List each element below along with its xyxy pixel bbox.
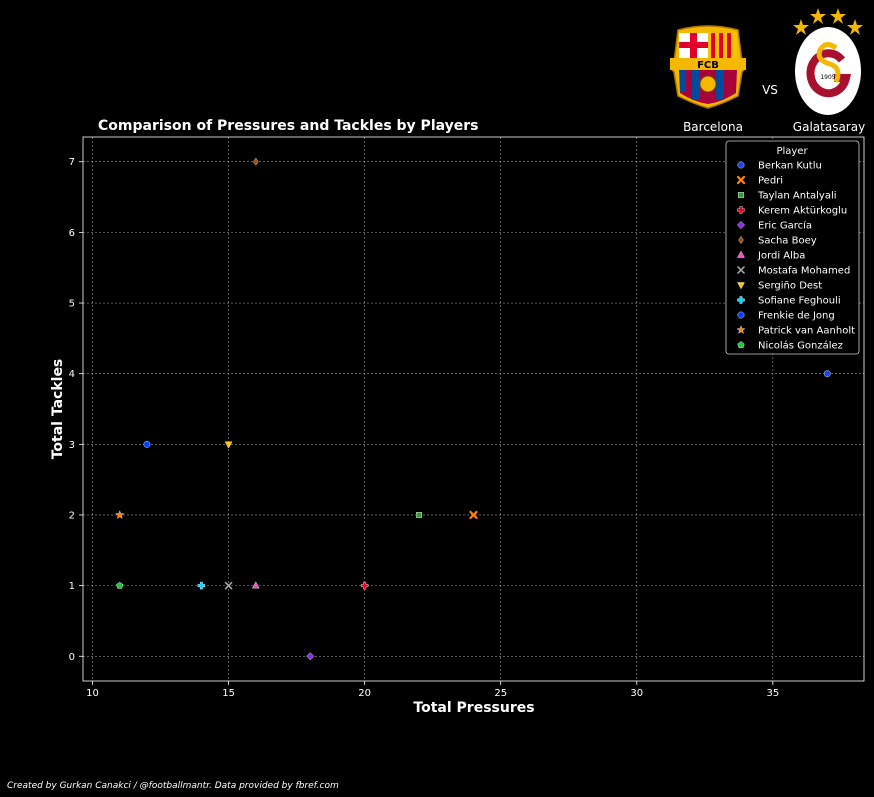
y-axis: 0 1 2 3 4 5 6 7 — [69, 157, 83, 663]
y-tick-label: 1 — [69, 581, 75, 592]
data-point-sofiane-feghouli — [197, 581, 206, 590]
y-tick-label: 5 — [69, 299, 75, 310]
legend-label-berkan-kutlu: Berkan Kutlu — [758, 161, 822, 172]
x-tick-label: 35 — [766, 688, 779, 699]
legend-marker-sergino-dest — [737, 282, 745, 290]
y-axis-label: Total Tackles — [50, 359, 66, 460]
x-tick-label: 15 — [222, 688, 235, 699]
data-point-kerem-akturkoglu — [360, 581, 369, 590]
data-point-berkan-kutlu — [823, 370, 831, 378]
credit-text: Created by Gurkan Canakci / @footballman… — [7, 781, 339, 791]
legend-marker-eric-garcia — [737, 221, 745, 229]
barcelona-crest-icon: FCB — [670, 25, 746, 109]
legend-label-kerem-akturkoglu: Kerem Aktürkoglu — [758, 206, 847, 217]
legend-label-sofiane-feghouli: Sofiane Feghouli — [758, 296, 841, 307]
legend-label-taylan-antalyali: Taylan Antalyali — [757, 191, 837, 202]
legend-label-jordi-alba: Jordi Alba — [757, 251, 805, 262]
data-point-jordi-alba — [251, 581, 260, 589]
legend-marker-kerem-akturkoglu — [737, 206, 745, 214]
data-point-eric-garcia — [306, 652, 315, 661]
y-tick-label: 0 — [69, 652, 75, 663]
legend-marker-frenkie-de-jong — [737, 311, 745, 319]
legend-label-mostafa-mohamed: Mostafa Mohamed — [758, 266, 850, 277]
legend-label-sacha-boey: Sacha Boey — [758, 236, 817, 247]
legend-marker-pedri — [736, 175, 746, 185]
header: FCB VS 1905 Barcelona Galatasaray — [670, 8, 865, 134]
y-tick-label: 6 — [69, 228, 75, 239]
data-point-sacha-boey — [253, 157, 259, 166]
legend-marker-nicolas-gonzalez — [737, 341, 745, 349]
legend-label-pedri: Pedri — [758, 176, 783, 187]
y-tick-label: 7 — [69, 157, 75, 168]
chart-title: Comparison of Pressures and Tackles by P… — [98, 118, 479, 134]
x-tick-label: 30 — [630, 688, 643, 699]
star-icon — [793, 8, 863, 35]
legend-label-eric-garcia: Eric García — [758, 220, 812, 232]
data-point-frenkie-de-jong — [143, 440, 151, 448]
data-point-pedri — [469, 510, 478, 520]
grid — [83, 137, 864, 681]
legend-marker-sofiane-feghouli — [737, 296, 745, 304]
legend-label-nicolas-gonzalez: Nicolás González — [758, 340, 843, 352]
barcelona-crest-text: FCB — [697, 60, 719, 71]
data-point-mostafa-mohamed — [224, 581, 233, 590]
x-axis-label: Total Pressures — [413, 700, 534, 716]
legend-marker-taylan-antalyali — [738, 192, 744, 198]
data-points — [115, 157, 831, 661]
legend: Player Berkan Kutlu Pedri Taylan Antalyali… — [725, 140, 860, 355]
galatasaray-crest-icon: 1905 — [793, 8, 863, 115]
galatasaray-crest-text: 1905 — [820, 74, 835, 81]
legend-marker-sacha-boey — [738, 235, 744, 245]
legend-marker-mostafa-mohamed — [737, 266, 745, 274]
data-point-taylan-antalyali — [416, 512, 422, 518]
x-axis: 10 15 20 25 30 35 — [86, 681, 779, 699]
data-point-nicolas-gonzalez — [116, 581, 124, 589]
x-tick-label: 10 — [86, 688, 99, 699]
legend-marker-patrick-van-aanholt — [736, 325, 746, 334]
y-tick-label: 3 — [69, 440, 75, 451]
team-home-label: Barcelona — [683, 120, 743, 134]
legend-marker-berkan-kutlu — [737, 161, 745, 169]
legend-label-frenkie-de-jong: Frenkie de Jong — [758, 311, 835, 322]
data-point-sergino-dest — [224, 441, 233, 449]
vs-label: VS — [762, 83, 778, 97]
data-point-patrick-van-aanholt — [115, 510, 125, 519]
x-tick-label: 25 — [494, 688, 507, 699]
legend-box — [725, 140, 860, 355]
y-tick-label: 2 — [69, 510, 75, 521]
y-tick-label: 4 — [69, 369, 75, 380]
legend-title: Player — [776, 146, 808, 157]
legend-marker-jordi-alba — [737, 250, 745, 258]
legend-items: Berkan Kutlu Pedri Taylan Antalyali Kerem A… — [736, 161, 855, 352]
team-away-label: Galatasaray — [793, 120, 865, 134]
legend-label-sergino-dest: Sergiño Dest — [758, 281, 822, 292]
plot-frame — [82, 136, 865, 682]
x-tick-label: 20 — [358, 688, 371, 699]
legend-label-patrick-van-aanholt: Patrick van Aanholt — [758, 326, 855, 337]
